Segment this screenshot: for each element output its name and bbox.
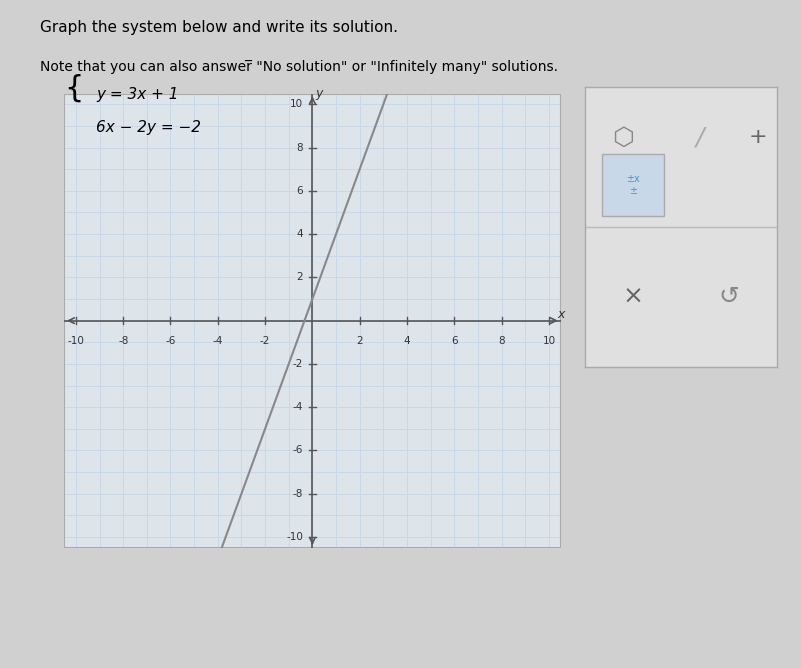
Text: ±x
±: ±x ± [626,174,640,196]
Text: -6: -6 [165,336,175,346]
Text: -8: -8 [118,336,128,346]
Text: 10: 10 [290,100,303,110]
Text: x: x [557,308,565,321]
Text: Graph the system below and write its solution.: Graph the system below and write its sol… [40,20,398,35]
Text: ↺: ↺ [718,285,739,309]
Text: Note that you can also answer̅ "No solution" or "Infinitely many" solutions.: Note that you can also answer̅ "No solut… [40,60,558,74]
Text: ⬡: ⬡ [612,126,634,150]
Text: ×: × [622,285,643,309]
Text: -10: -10 [67,336,84,346]
Text: 6: 6 [296,186,303,196]
Text: 6x − 2y = −2: 6x − 2y = −2 [96,120,201,135]
Bar [64,94,561,548]
Text: 4: 4 [404,336,410,346]
Text: y = 3x + 1: y = 3x + 1 [96,87,179,102]
FancyBboxPatch shape [602,154,663,216]
Text: y: y [316,87,323,100]
Text: -8: -8 [292,489,303,499]
Text: /: / [696,126,704,150]
Text: 2: 2 [356,336,363,346]
Text: -2: -2 [260,336,270,346]
Text: 2: 2 [296,273,303,283]
Text: 10: 10 [542,336,555,346]
Text: 4: 4 [296,229,303,239]
Text: -4: -4 [212,336,223,346]
Text: -10: -10 [286,532,303,542]
Text: {: { [64,73,83,102]
Text: 8: 8 [498,336,505,346]
Text: 8: 8 [296,142,303,152]
Text: -4: -4 [292,402,303,412]
Text: +: + [748,128,767,148]
Text: -6: -6 [292,446,303,456]
Text: 6: 6 [451,336,457,346]
Text: -2: -2 [292,359,303,369]
